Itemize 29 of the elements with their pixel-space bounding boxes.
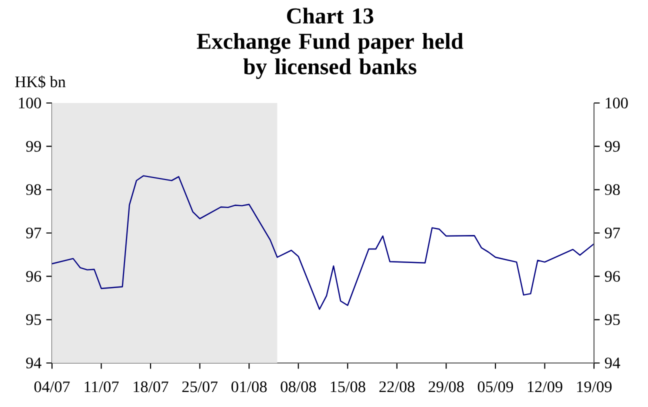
y-tick-label: 96 (26, 270, 42, 282)
chart-title: Chart 13 Exchange Fund paper held by licensed banks (196, 8, 464, 79)
x-tick-label: 15/08 (330, 381, 366, 392)
y-tick-label: 100 (19, 98, 41, 108)
y2-tick-label: 98 (604, 184, 620, 196)
line-series (51, 175, 595, 310)
x-tick-label: 01/08 (231, 381, 267, 392)
x-tick-label: 18/07 (134, 381, 168, 392)
y-tick-label: 98 (26, 184, 41, 196)
x-tick-label: 12/09 (528, 381, 562, 392)
x-tick-label: 05/09 (478, 381, 514, 392)
y2-tick-label: 95 (604, 314, 620, 326)
y2-tick-label: 100 (606, 98, 628, 108)
y-tick-label: 95 (26, 314, 41, 326)
x-tick-label: 25/07 (182, 381, 218, 392)
y2-tick-label: 94 (604, 358, 620, 368)
y2-tick-label: 99 (604, 140, 620, 152)
y-tick-label: 94 (26, 358, 42, 368)
y-tick-label: 97 (26, 228, 42, 238)
y-tick-label: 99 (26, 140, 41, 152)
x-tick-label: 29/08 (428, 381, 464, 392)
y2-tick-label: 97 (604, 228, 620, 238)
x-tick-label: 08/08 (280, 381, 316, 392)
y-axis-title: HK$ bn (15, 75, 66, 88)
x-tick-label: 11/07 (84, 381, 119, 392)
x-tick-label: 04/07 (34, 381, 70, 392)
x-tick-label: 19/09 (577, 381, 612, 392)
x-tick-label: 22/08 (379, 381, 415, 392)
y2-tick-label: 96 (604, 270, 620, 282)
